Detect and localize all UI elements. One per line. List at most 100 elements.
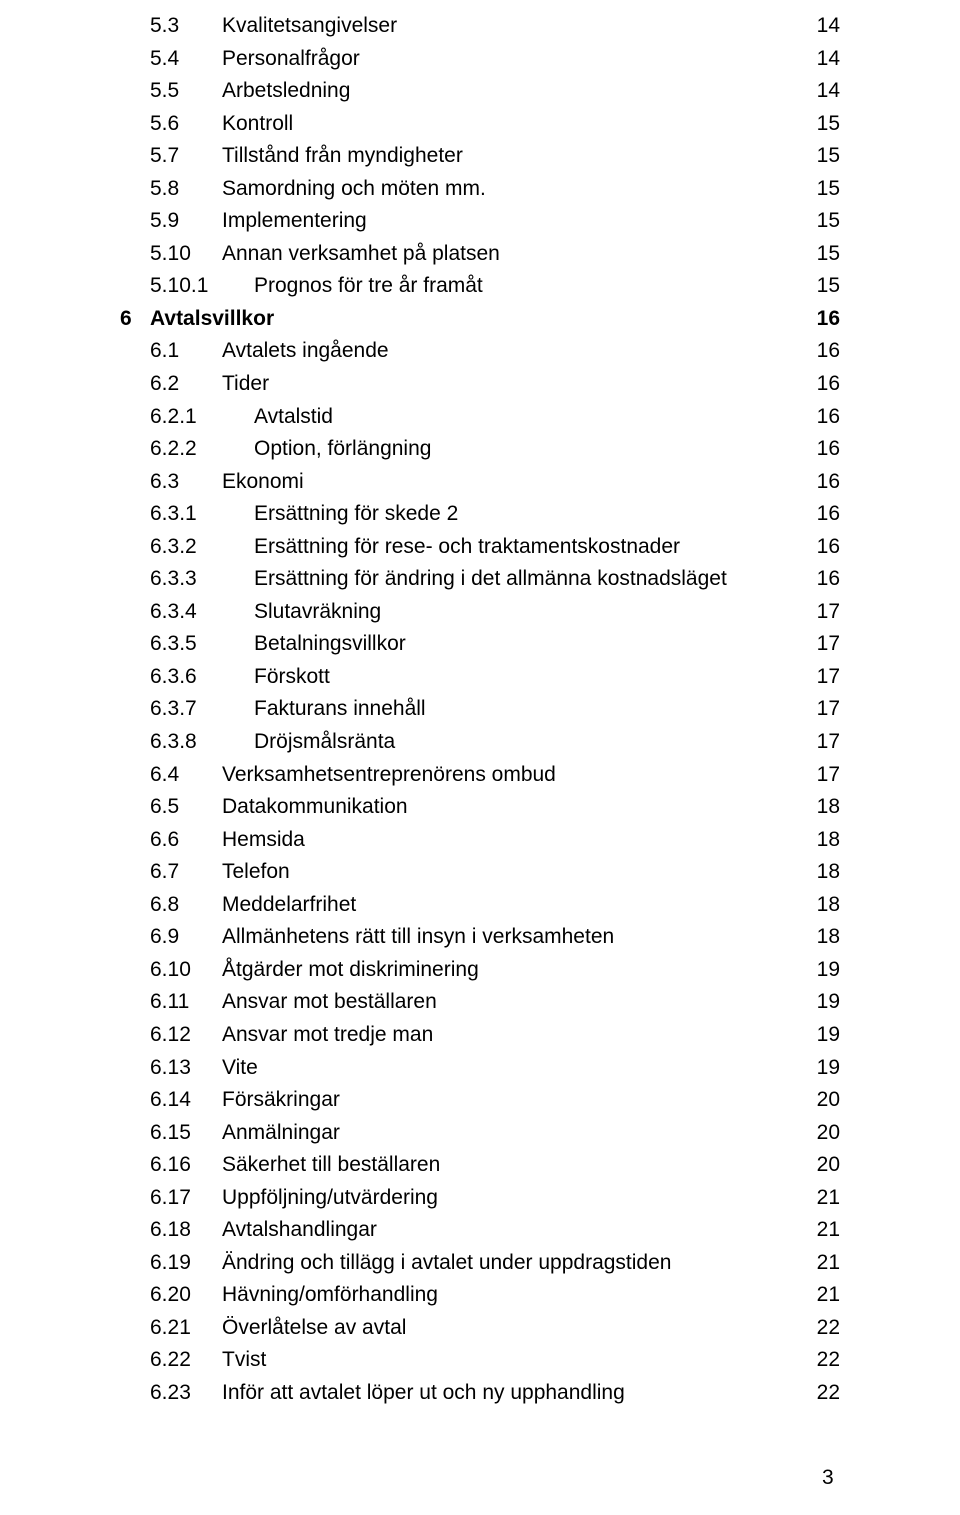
toc-entry[interactable]: 5.8Samordning och möten mm.15 — [120, 173, 840, 206]
toc-entry-page: 18 — [817, 791, 840, 824]
toc-entry-title: Slutavräkning — [254, 596, 381, 629]
toc-entry-title: Avtalsvillkor — [150, 303, 274, 336]
toc-entry-page: 20 — [817, 1084, 840, 1117]
toc-entry[interactable]: 6.3.8Dröjsmålsränta17 — [120, 726, 840, 759]
toc-entry-page: 19 — [817, 954, 840, 987]
toc-entry[interactable]: 6.9Allmänhetens rätt till insyn i verksa… — [120, 921, 840, 954]
toc-entry[interactable]: 6.3.5Betalningsvillkor17 — [120, 628, 840, 661]
toc-entry[interactable]: 5.10Annan verksamhet på platsen15 — [120, 238, 840, 271]
toc-entry[interactable]: 6.12Ansvar mot tredje man19 — [120, 1019, 840, 1052]
toc-entry[interactable]: 6.7Telefon18 — [120, 856, 840, 889]
toc-entry-number: 6.13 — [150, 1052, 222, 1085]
toc-entry-number: 6.2.2 — [150, 433, 254, 466]
toc-entry[interactable]: 6.8Meddelarfrihet18 — [120, 889, 840, 922]
toc-entry[interactable]: 6.19Ändring och tillägg i avtalet under … — [120, 1247, 840, 1280]
toc-entry-title: Inför att avtalet löper ut och ny upphan… — [222, 1377, 625, 1410]
toc-entry-page: 17 — [817, 596, 840, 629]
toc-entry[interactable]: 6.14Försäkringar20 — [120, 1084, 840, 1117]
toc-entry-title: Datakommunikation — [222, 791, 408, 824]
toc-entry[interactable]: 5.6Kontroll15 — [120, 108, 840, 141]
toc-entry-title: Samordning och möten mm. — [222, 173, 486, 206]
toc-entry-title: Ersättning för skede 2 — [254, 498, 458, 531]
toc-entry-page: 15 — [817, 140, 840, 173]
toc-entry[interactable]: 6.15Anmälningar20 — [120, 1117, 840, 1150]
toc-entry-number: 6.10 — [150, 954, 222, 987]
toc-entry-number: 6 — [120, 303, 150, 336]
toc-entry-page: 17 — [817, 628, 840, 661]
toc-entry[interactable]: 6.3.1Ersättning för skede 216 — [120, 498, 840, 531]
toc-entry[interactable]: 6.23Inför att avtalet löper ut och ny up… — [120, 1377, 840, 1410]
toc-entry-number: 6.5 — [150, 791, 222, 824]
toc-entry[interactable]: 5.5Arbetsledning14 — [120, 75, 840, 108]
toc-entry[interactable]: 6.3.2Ersättning för rese- och traktament… — [120, 531, 840, 564]
toc-entry-number: 6.3.3 — [150, 563, 254, 596]
toc-entry-page: 22 — [817, 1312, 840, 1345]
toc-entry-number: 6.7 — [150, 856, 222, 889]
toc-entry-title: Ändring och tillägg i avtalet under uppd… — [222, 1247, 671, 1280]
toc-entry[interactable]: 6.4Verksamhetsentreprenörens ombud17 — [120, 759, 840, 792]
toc-entry-title: Dröjsmålsränta — [254, 726, 395, 759]
toc-entry[interactable]: 5.3Kvalitetsangivelser14 — [120, 10, 840, 43]
toc-entry-page: 14 — [817, 10, 840, 43]
toc-entry-number: 6.1 — [150, 335, 222, 368]
toc-entry-number: 6.9 — [150, 921, 222, 954]
toc-entry[interactable]: 6.10Åtgärder mot diskriminering19 — [120, 954, 840, 987]
toc-entry-number: 6.3.7 — [150, 693, 254, 726]
toc-entry-title: Tillstånd från myndigheter — [222, 140, 463, 173]
toc-entry[interactable]: 6.5Datakommunikation 18 — [120, 791, 840, 824]
toc-entry-title: Ersättning för rese- och traktamentskost… — [254, 531, 680, 564]
toc-entry[interactable]: 6.22Tvist22 — [120, 1344, 840, 1377]
toc-entry-title: Hävning/omförhandling — [222, 1279, 438, 1312]
toc-entry-page: 15 — [817, 238, 840, 271]
toc-entry[interactable]: 6.20Hävning/omförhandling21 — [120, 1279, 840, 1312]
toc-entry-page: 18 — [817, 856, 840, 889]
toc-entry-title: Tvist — [222, 1344, 266, 1377]
toc-entry-page: 18 — [817, 824, 840, 857]
toc-entry[interactable]: 6.2Tider16 — [120, 368, 840, 401]
toc-entry[interactable]: 6.18Avtalshandlingar21 — [120, 1214, 840, 1247]
toc-entry[interactable]: 6.21Överlåtelse av avtal22 — [120, 1312, 840, 1345]
toc-entry[interactable]: 6.2.2Option, förlängning16 — [120, 433, 840, 466]
toc-entry[interactable]: 6.3.4Slutavräkning17 — [120, 596, 840, 629]
toc-entry[interactable]: 6.6Hemsida18 — [120, 824, 840, 857]
toc-entry-title: Allmänhetens rätt till insyn i verksamhe… — [222, 921, 614, 954]
toc-entry-page: 17 — [817, 693, 840, 726]
toc-entry-title: Fakturans innehåll — [254, 693, 426, 726]
toc-entry-title: Arbetsledning — [222, 75, 350, 108]
toc-entry[interactable]: 5.7Tillstånd från myndigheter 15 — [120, 140, 840, 173]
toc-entry-page: 20 — [817, 1117, 840, 1150]
toc-entry-page: 16 — [817, 401, 840, 434]
toc-entry-number: 6.18 — [150, 1214, 222, 1247]
toc-entry[interactable]: 6Avtalsvillkor16 — [120, 303, 840, 336]
toc-entry[interactable]: 6.3.7Fakturans innehåll 17 — [120, 693, 840, 726]
toc-entry[interactable]: 6.1Avtalets ingående16 — [120, 335, 840, 368]
toc-entry-number: 6.3.2 — [150, 531, 254, 564]
toc-entry-number: 6.14 — [150, 1084, 222, 1117]
toc-entry-title: Avtalstid — [254, 401, 333, 434]
toc-entry-page: 17 — [817, 661, 840, 694]
toc-entry[interactable]: 6.17Uppföljning/utvärdering21 — [120, 1182, 840, 1215]
toc-entry[interactable]: 6.13Vite19 — [120, 1052, 840, 1085]
toc-entry-number: 6.3.8 — [150, 726, 254, 759]
toc-entry[interactable]: 6.16Säkerhet till beställaren20 — [120, 1149, 840, 1182]
toc-entry-page: 21 — [817, 1214, 840, 1247]
page-number: 3 — [822, 1466, 834, 1490]
toc-entry-title: Betalningsvillkor — [254, 628, 406, 661]
toc-entry-number: 6.23 — [150, 1377, 222, 1410]
toc-entry-page: 19 — [817, 1019, 840, 1052]
toc-entry[interactable]: 5.9Implementering15 — [120, 205, 840, 238]
toc-entry-number: 5.4 — [150, 43, 222, 76]
toc-entry[interactable]: 5.10.1Prognos för tre år framåt15 — [120, 270, 840, 303]
toc-entry[interactable]: 6.3.3Ersättning för ändring i det allmän… — [120, 563, 840, 596]
toc-entry-title: Avtalets ingående — [222, 335, 389, 368]
toc-entry[interactable]: 6.11Ansvar mot beställaren19 — [120, 986, 840, 1019]
toc-entry-page: 21 — [817, 1182, 840, 1215]
toc-entry[interactable]: 6.2.1Avtalstid16 — [120, 401, 840, 434]
toc-entry-page: 19 — [817, 986, 840, 1019]
toc-entry[interactable]: 6.3Ekonomi16 — [120, 466, 840, 499]
toc-entry[interactable]: 6.3.6Förskott17 — [120, 661, 840, 694]
toc-entry-title: Kontroll — [222, 108, 293, 141]
toc-entry-number: 5.7 — [150, 140, 222, 173]
toc-entry-title: Ansvar mot tredje man — [222, 1019, 433, 1052]
toc-entry[interactable]: 5.4Personalfrågor14 — [120, 43, 840, 76]
